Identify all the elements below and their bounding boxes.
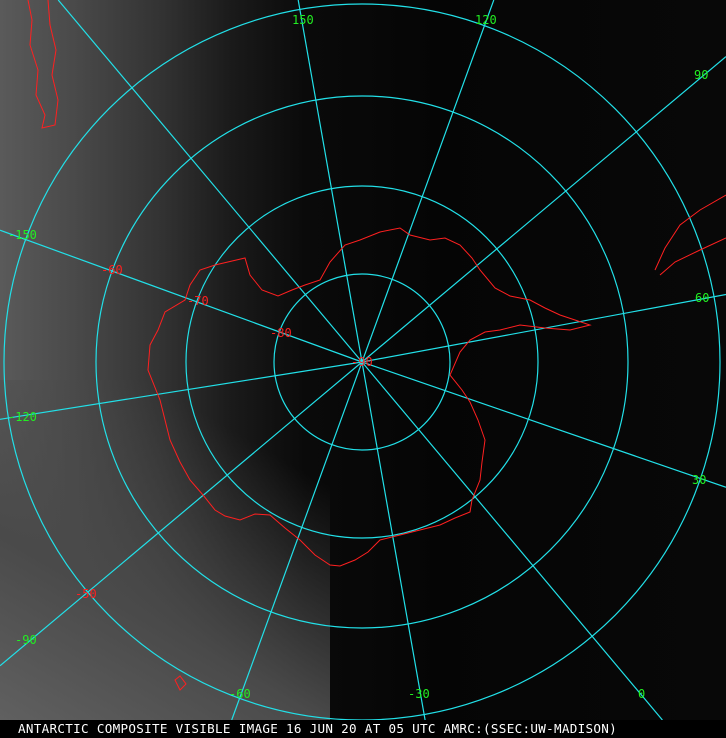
lat-label-minus70: -70 [187, 294, 209, 308]
lon-label-minus90: -90 [15, 633, 37, 647]
lon-label-120: 120 [475, 13, 497, 27]
meridian-line-11 [57, 0, 363, 363]
cloud-cover [0, 380, 330, 720]
lon-label-0: 0 [638, 687, 646, 701]
island-coastline [654, 194, 726, 276]
lon-label-90: 90 [694, 68, 709, 82]
meridian-line-9 [0, 361, 363, 420]
circle-lat-70 [185, 185, 539, 539]
image-caption: ANTARCTIC COMPOSITE VISIBLE IMAGE 16 JUN… [0, 720, 726, 738]
circle-lat-50 [3, 3, 721, 720]
lat-label-minus50: -50 [75, 587, 97, 601]
lat-label-minus80: -80 [270, 326, 292, 340]
meridian-line-2 [361, 56, 726, 363]
lon-label-minus120: -120 [8, 410, 37, 424]
lat-label-minus90: -90 [351, 355, 373, 369]
lon-label-150: 150 [292, 13, 314, 27]
meridian-line-7 [231, 361, 363, 720]
lon-label-minus150: -150 [8, 228, 37, 242]
meridian-line-4 [361, 361, 726, 488]
meridian-line-8 [0, 361, 363, 667]
meridian-line-6 [361, 361, 426, 720]
lat-label-minus60: -60 [101, 263, 123, 277]
meridian-line-0 [297, 0, 363, 363]
antarctica-coastline [147, 227, 592, 567]
small-island [174, 675, 187, 691]
lon-label-60: 60 [695, 291, 710, 305]
meridian-line-1 [361, 0, 495, 363]
graticule [0, 0, 726, 720]
lon-label-30: 30 [692, 473, 707, 487]
lon-label-minus30: -30 [408, 687, 430, 701]
lon-label-minus60: -60 [229, 687, 251, 701]
south-america-coastline [27, 0, 59, 129]
meridian-line-5 [361, 361, 663, 720]
circle-lat-80 [273, 273, 451, 451]
meridian-line-10 [0, 229, 363, 363]
circle-lat-60 [95, 95, 629, 629]
